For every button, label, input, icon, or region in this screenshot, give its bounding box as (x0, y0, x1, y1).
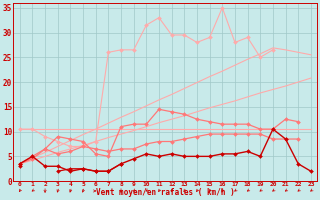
X-axis label: Vent moyen/en rafales ( km/h ): Vent moyen/en rafales ( km/h ) (96, 188, 235, 197)
